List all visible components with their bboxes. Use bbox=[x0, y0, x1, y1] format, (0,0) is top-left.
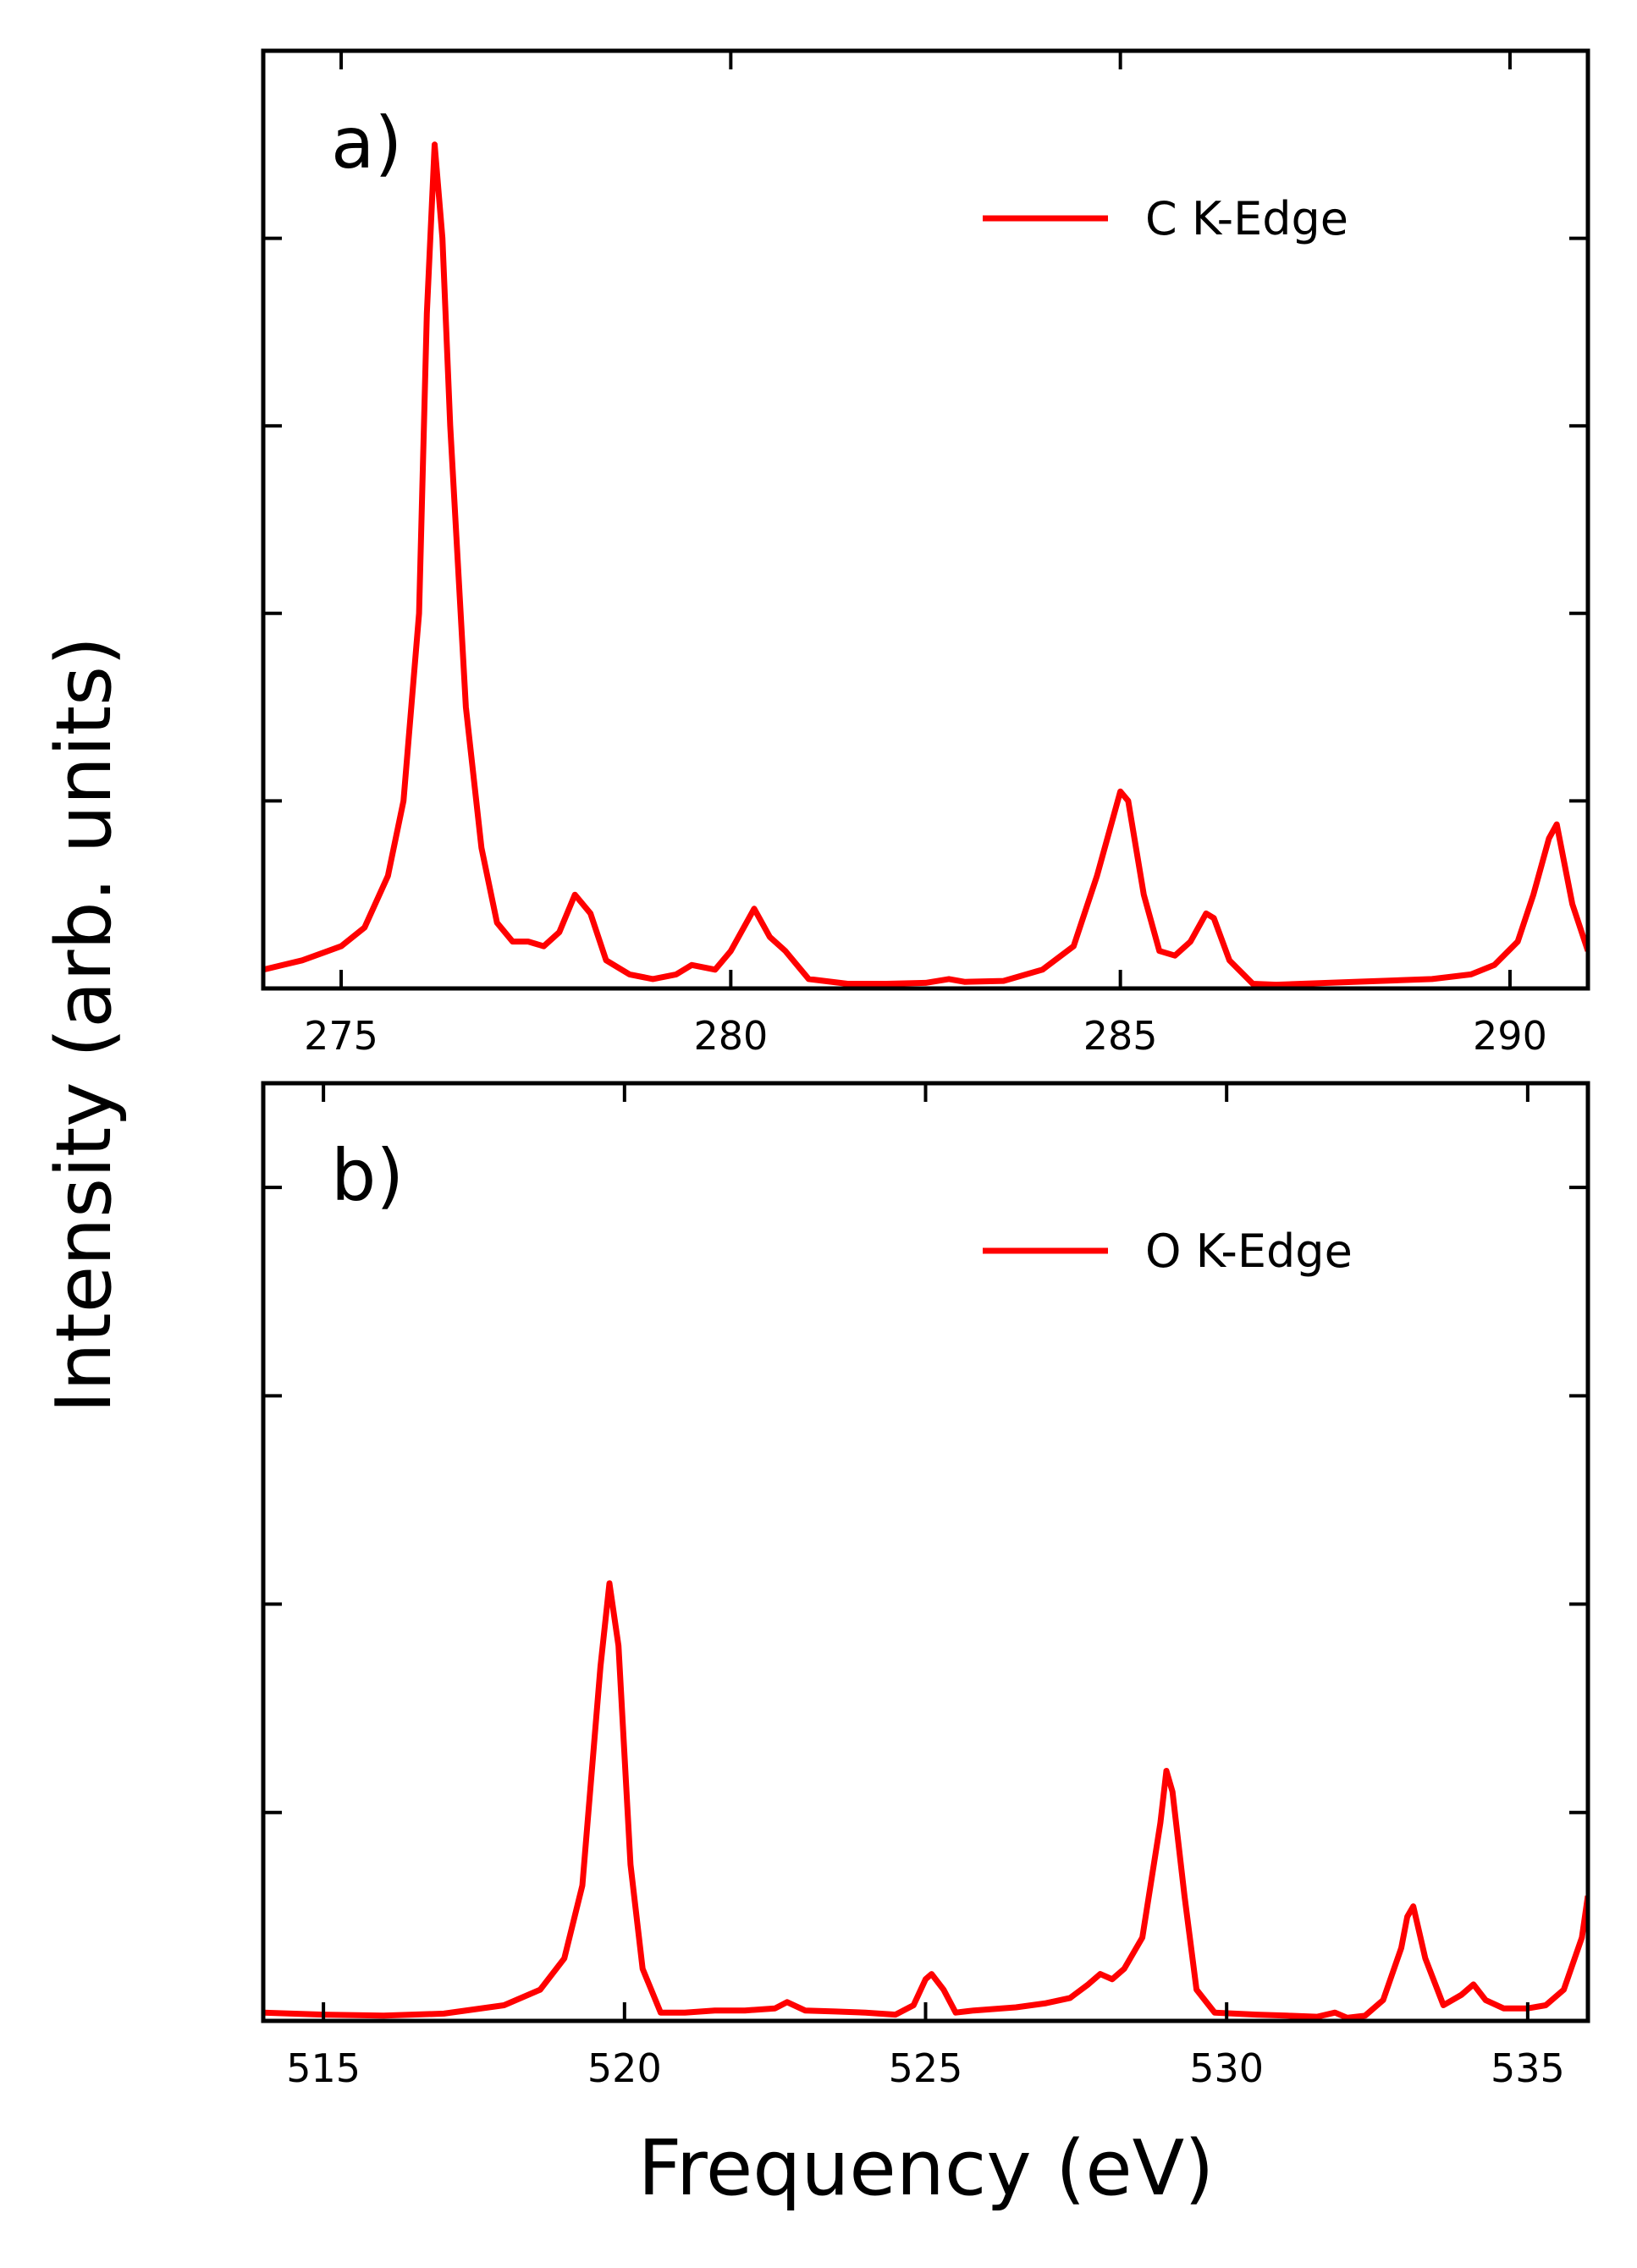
x-tick-label: 525 bbox=[889, 2045, 963, 2091]
x-tick-label: 290 bbox=[1473, 1013, 1547, 1059]
y-axis-label: Intensity (arb. units) bbox=[40, 636, 129, 1413]
x-tick-label: 285 bbox=[1083, 1013, 1158, 1059]
legend-label: C K-Edge bbox=[1145, 192, 1348, 245]
x-tick-label: 280 bbox=[693, 1013, 768, 1059]
plot-frame bbox=[261, 48, 1590, 991]
x-tick-label: 520 bbox=[587, 2045, 662, 2091]
x-tick-label: 535 bbox=[1491, 2045, 1565, 2091]
panel-label: b) bbox=[331, 1134, 404, 1217]
plot-frame bbox=[261, 1081, 1590, 2023]
legend-label: O K-Edge bbox=[1145, 1225, 1353, 1278]
x-tick-label: 530 bbox=[1189, 2045, 1264, 2091]
panel-label: a) bbox=[331, 102, 402, 184]
x-tick-label: 515 bbox=[286, 2045, 361, 2091]
x-axis-label: Frequency (eV) bbox=[638, 2124, 1215, 2213]
panel-a: 275 280 285 290 a) C K-Edge bbox=[261, 48, 1590, 1059]
series-line-o-k-edge bbox=[263, 1580, 1588, 2021]
x-tick-label: 275 bbox=[304, 1013, 378, 1059]
series-line-c-k-edge bbox=[263, 141, 1588, 988]
panel-b: 515 520 525 530 535 b) O K-Edge bbox=[261, 1081, 1590, 2091]
